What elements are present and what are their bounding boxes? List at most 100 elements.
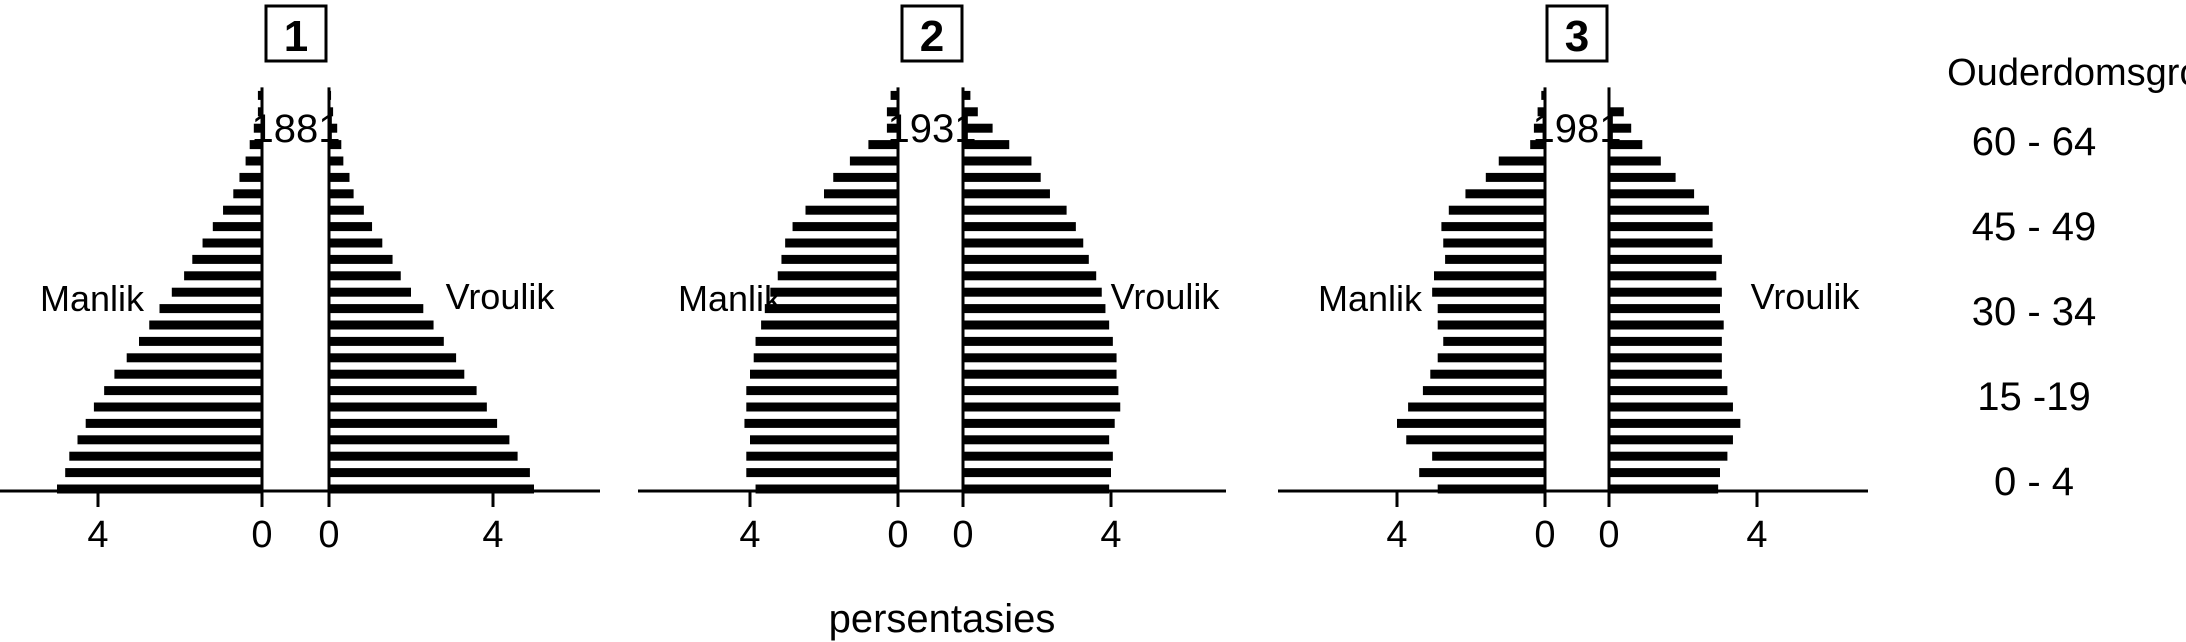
male-bar	[777, 271, 898, 281]
age-group-label: 30 - 34	[1972, 290, 2097, 334]
female-bar	[963, 353, 1117, 363]
female-bar	[963, 336, 1113, 346]
female-bar	[963, 156, 1032, 166]
female-bar	[1609, 238, 1713, 248]
male-bar	[1437, 353, 1545, 363]
panel-year: 1981	[1533, 107, 1622, 151]
x-tick-label: 4	[482, 514, 503, 556]
female-bar	[963, 287, 1102, 297]
male-bar	[126, 353, 262, 363]
male-bar	[257, 107, 262, 117]
female-bar	[963, 205, 1067, 215]
male-bar	[886, 107, 898, 117]
male-bar	[1422, 386, 1545, 396]
female-bar	[963, 402, 1121, 412]
female-bar	[329, 172, 350, 182]
male-bar	[104, 386, 263, 396]
male-bar	[1443, 336, 1545, 346]
male-bar	[159, 304, 262, 314]
male-bar	[750, 435, 898, 445]
male-bar	[1434, 271, 1545, 281]
x-tick-label: 4	[739, 514, 760, 556]
male-bar	[746, 468, 898, 478]
female-bar	[329, 205, 364, 215]
male-bar	[792, 222, 898, 232]
female-bar	[963, 140, 1010, 150]
male-bar	[1437, 320, 1545, 330]
x-tick-label: 4	[1100, 514, 1121, 556]
female-bar	[963, 189, 1050, 199]
panel-number: 1	[284, 12, 308, 61]
x-tick-label: 4	[87, 514, 108, 556]
male-label: Manlik	[678, 278, 783, 319]
female-bar	[963, 238, 1084, 248]
female-bar	[963, 451, 1113, 461]
panel-year: 1881	[252, 107, 341, 151]
female-bar	[1609, 468, 1720, 478]
female-bar	[1609, 418, 1741, 428]
male-bar	[233, 189, 262, 199]
male-bar	[761, 320, 898, 330]
panel-number-box	[1545, 4, 1609, 63]
male-bar	[239, 172, 262, 182]
male-bar	[171, 287, 262, 297]
female-bar	[963, 484, 1110, 494]
female-bar	[1609, 386, 1728, 396]
female-label: Vroulik	[1111, 276, 1221, 317]
male-bar	[114, 369, 263, 379]
female-bar	[329, 238, 383, 248]
female-bar	[1609, 304, 1720, 314]
female-bar	[329, 369, 465, 379]
male-bar	[192, 254, 262, 264]
male-bar	[1419, 468, 1545, 478]
female-bar	[963, 418, 1115, 428]
x-axis-title: persentasies	[829, 597, 1056, 641]
panel-number: 3	[1565, 12, 1589, 61]
female-bar	[1609, 222, 1713, 232]
female-bar	[329, 156, 344, 166]
male-bar	[1533, 123, 1545, 133]
x-tick-label: 0	[952, 514, 973, 556]
female-bar	[1609, 254, 1722, 264]
male-bar	[65, 468, 262, 478]
male-bar	[1537, 107, 1545, 117]
female-bar	[963, 172, 1041, 182]
female-bar	[329, 107, 334, 117]
x-tick-label: 4	[1386, 514, 1407, 556]
female-bar	[1609, 484, 1719, 494]
female-bar	[1609, 107, 1624, 117]
age-group-legend: Ouderdomsgroep 60 - 64 45 - 49 30 - 34 15 -1…	[1947, 52, 2186, 504]
male-bar	[245, 156, 262, 166]
female-bar	[329, 123, 338, 133]
male-bar	[212, 222, 262, 232]
male-bar	[57, 484, 262, 494]
female-bar	[1609, 369, 1722, 379]
panel-number: 2	[920, 12, 944, 61]
female-bar	[963, 107, 978, 117]
female-bar	[1609, 287, 1722, 297]
male-bar	[253, 123, 262, 133]
female-bar	[963, 386, 1119, 396]
female-bar	[1609, 336, 1722, 346]
female-bar	[329, 304, 424, 314]
female-bar	[1609, 402, 1733, 412]
x-tick-label: 0	[887, 514, 908, 556]
male-bar	[1437, 304, 1545, 314]
male-bar	[1485, 172, 1545, 182]
age-group-label: 45 - 49	[1972, 205, 2097, 249]
male-bar	[868, 140, 898, 150]
male-bar	[139, 336, 262, 346]
panel-number-box	[900, 4, 964, 63]
female-bar	[963, 271, 1097, 281]
female-bar	[1609, 271, 1717, 281]
female-bar	[329, 336, 444, 346]
female-bar	[329, 435, 510, 445]
female-bar	[1609, 353, 1722, 363]
female-bar	[329, 271, 401, 281]
male-bar	[77, 435, 262, 445]
female-bar	[1609, 123, 1632, 133]
male-bar	[223, 205, 262, 215]
male-bar	[746, 451, 898, 461]
female-bar	[1609, 156, 1661, 166]
